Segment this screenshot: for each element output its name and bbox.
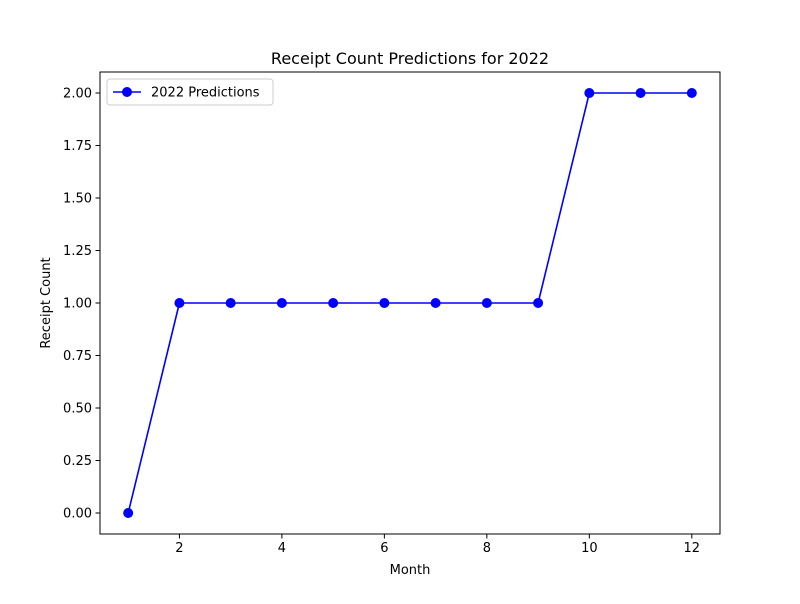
x-tick-label: 12 bbox=[684, 541, 701, 556]
data-point bbox=[276, 298, 287, 308]
y-tick-label: 1.25 bbox=[63, 244, 92, 259]
y-tick-label: 1.75 bbox=[63, 139, 92, 154]
legend-box bbox=[106, 78, 274, 106]
plot-area: 2 4 6 8 10 12 0.00 0.25 0.50 0.75 1.00 1.25 1.50 1.75… bbox=[63, 71, 721, 556]
data-point bbox=[430, 298, 441, 308]
chart-title: Receipt Count Predictions for 2022 bbox=[271, 49, 549, 68]
legend-label: 2022 Predictions bbox=[151, 86, 260, 101]
y-axis-label: Receipt Count bbox=[39, 257, 54, 348]
data-point bbox=[379, 298, 390, 308]
y-tick-label: 0.75 bbox=[63, 349, 92, 364]
x-axis-label: Month bbox=[390, 563, 431, 578]
x-tick-label: 6 bbox=[380, 541, 388, 556]
y-tick-label: 0.25 bbox=[63, 454, 92, 469]
data-point bbox=[686, 88, 697, 98]
x-tick-label: 10 bbox=[581, 541, 598, 556]
data-point bbox=[328, 298, 339, 308]
x-tick-label: 8 bbox=[483, 541, 491, 556]
data-point bbox=[481, 298, 492, 308]
data-point bbox=[174, 298, 185, 308]
data-point bbox=[123, 508, 134, 518]
legend-marker bbox=[122, 87, 132, 97]
y-tick-label: 1.50 bbox=[63, 192, 92, 207]
y-tick-label: 0.00 bbox=[63, 507, 92, 522]
series-line bbox=[127, 92, 692, 514]
data-point bbox=[225, 298, 236, 308]
data-point bbox=[533, 298, 544, 308]
data-point bbox=[584, 88, 595, 98]
y-tick-label: 1.00 bbox=[63, 297, 92, 312]
legend: 2022 Predictions bbox=[106, 78, 274, 106]
data-point bbox=[635, 88, 646, 98]
x-tick-label: 4 bbox=[278, 541, 286, 556]
y-tick-label: 2.00 bbox=[63, 87, 92, 102]
y-tick-label: 0.50 bbox=[63, 402, 92, 417]
x-tick-label: 2 bbox=[175, 541, 183, 556]
